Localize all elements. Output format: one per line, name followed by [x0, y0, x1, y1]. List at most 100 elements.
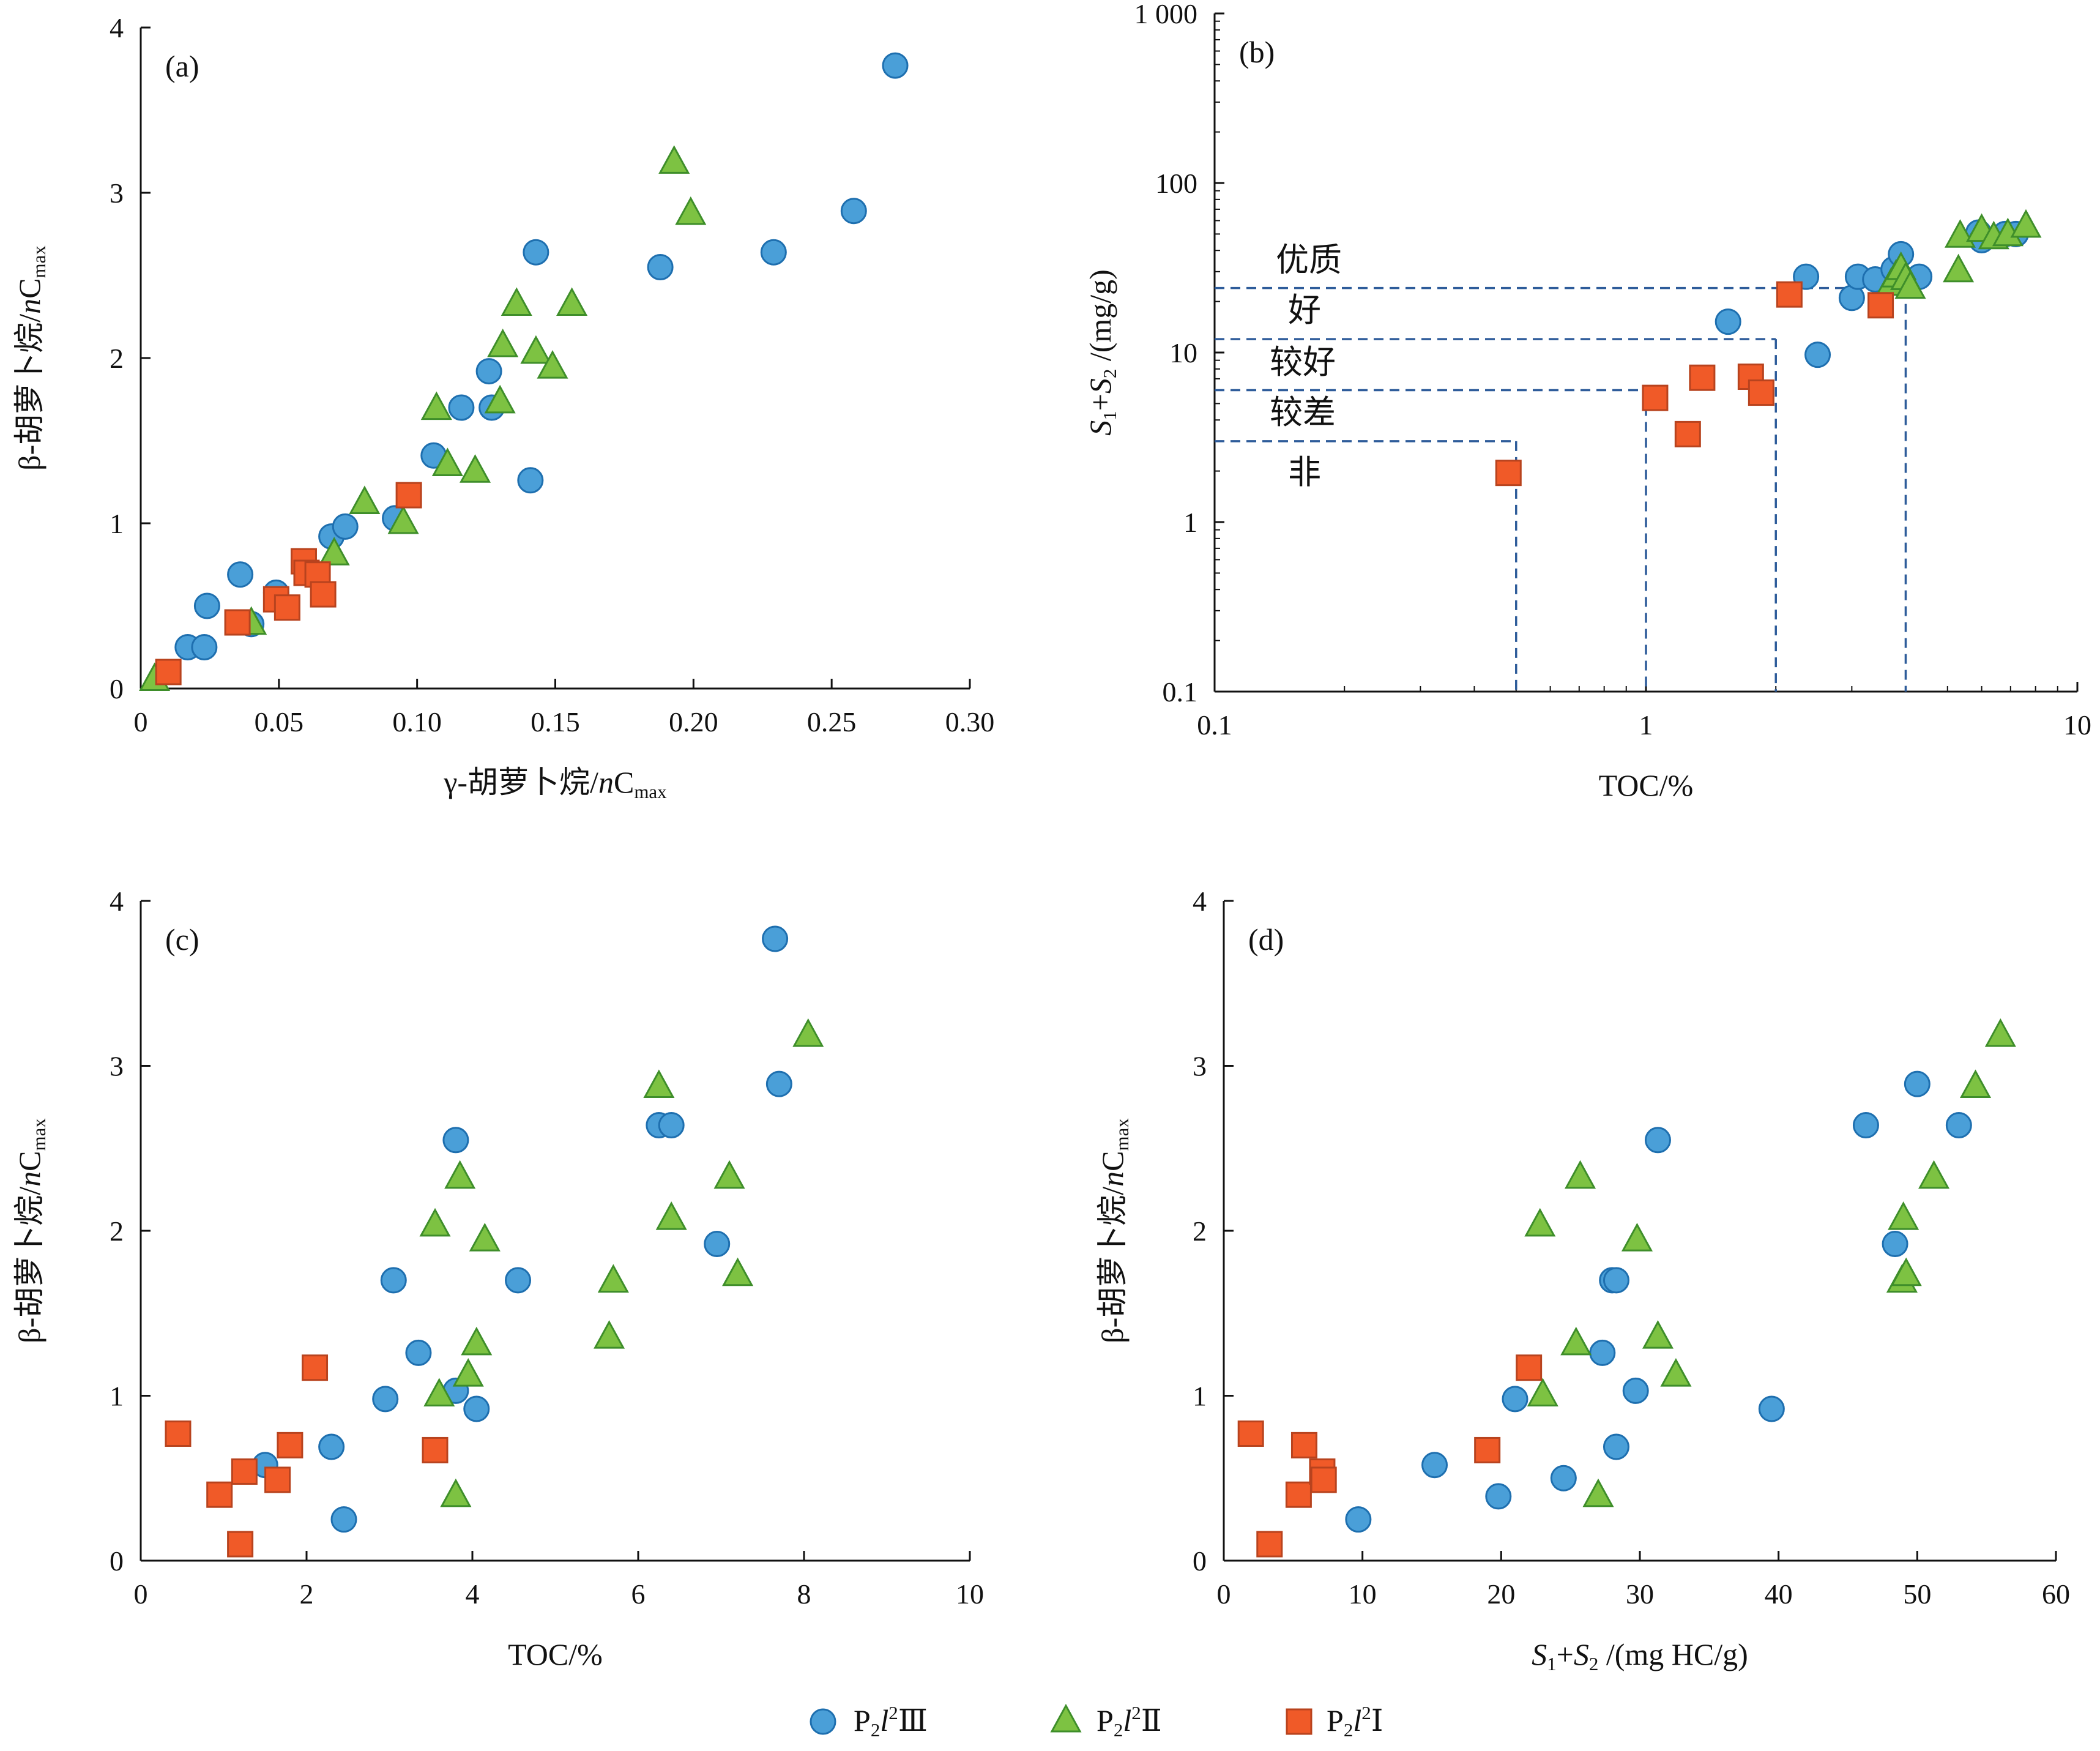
y-tick-label: 2	[110, 343, 124, 374]
point-p2l2-iii	[318, 1433, 345, 1460]
legend-label-ii: P2l2Ⅱ	[1097, 1702, 1162, 1741]
x-axis-label: TOC/%	[1599, 768, 1694, 802]
y-axis-label: β-胡萝卜烷/nCmax	[1095, 1118, 1133, 1343]
point-p2l2-i	[1237, 1420, 1264, 1447]
point-p2l2-ii	[792, 1018, 824, 1047]
point-p2l2-i	[1256, 1531, 1283, 1558]
point-p2l2-i	[1748, 379, 1774, 406]
point-p2l2-ii	[1560, 1326, 1592, 1356]
point-p2l2-iii	[517, 467, 544, 494]
point-p2l2-iii	[1904, 1070, 1931, 1097]
point-p2l2-i	[395, 482, 422, 509]
point-p2l2-i	[264, 1466, 291, 1493]
x-tick-label: 10	[956, 1578, 984, 1610]
point-p2l2-ii	[556, 287, 588, 316]
point-p2l2-iii	[332, 513, 359, 540]
point-p2l2-ii	[1984, 1018, 2016, 1047]
point-p2l2-iii	[658, 1112, 685, 1139]
point-p2l2-ii	[2010, 209, 2042, 238]
x-tick-label: 10	[2063, 709, 2091, 741]
point-p2l2-iii	[1882, 1231, 1908, 1258]
point-p2l2-iii	[760, 239, 787, 266]
point-p2l2-ii	[1888, 1201, 1919, 1230]
point-p2l2-iii	[1603, 1267, 1629, 1294]
x-tick-label: 0	[134, 1578, 148, 1610]
point-p2l2-ii	[1890, 1257, 1922, 1286]
x-tick-label: 10	[1349, 1578, 1377, 1610]
point-p2l2-i	[1776, 281, 1803, 308]
point-p2l2-ii	[1527, 1378, 1558, 1406]
x-tick-label: 2	[300, 1578, 314, 1610]
point-p2l2-iii	[442, 1127, 469, 1154]
y-tick-label: 3	[110, 177, 124, 209]
point-p2l2-iii	[1644, 1127, 1671, 1154]
point-p2l2-ii	[1960, 1069, 1992, 1098]
point-p2l2-ii	[1582, 1478, 1614, 1507]
x-tick-label: 0.15	[531, 706, 580, 737]
point-p2l2-i	[155, 659, 182, 685]
point-p2l2-iii	[1421, 1452, 1448, 1479]
point-p2l2-ii	[520, 335, 552, 364]
point-p2l2-ii	[484, 384, 516, 414]
point-p2l2-iii	[1758, 1395, 1785, 1422]
point-p2l2-i	[1310, 1466, 1337, 1493]
point-p2l2-iii	[762, 925, 789, 952]
point-p2l2-iii	[475, 358, 502, 385]
point-p2l2-ii	[655, 1201, 687, 1230]
point-p2l2-i	[1495, 460, 1522, 487]
point-p2l2-iii	[1852, 1112, 1879, 1139]
point-p2l2-i	[310, 581, 337, 608]
point-p2l2-ii	[658, 145, 690, 174]
point-p2l2-i	[1516, 1354, 1543, 1381]
y-tick-label: 2	[110, 1215, 124, 1247]
point-p2l2-ii	[1943, 253, 1975, 283]
point-p2l2-iii	[1603, 1433, 1629, 1460]
y-tick-label: 0	[110, 673, 124, 704]
point-p2l2-i	[1290, 1432, 1317, 1458]
point-p2l2-i	[277, 1432, 303, 1458]
grade-label: 非	[1288, 454, 1321, 491]
point-p2l2-i	[1642, 384, 1669, 411]
point-p2l2-i	[206, 1481, 233, 1508]
point-p2l2-iii	[463, 1395, 490, 1422]
point-p2l2-ii	[1621, 1223, 1653, 1252]
point-p2l2-ii	[537, 350, 568, 379]
grade-label: 好	[1288, 292, 1321, 329]
point-p2l2-ii	[1918, 1160, 1950, 1189]
point-p2l2-iii	[1715, 308, 1741, 335]
point-p2l2-ii	[643, 1069, 675, 1098]
point-p2l2-i	[1867, 292, 1894, 319]
point-p2l2-ii	[440, 1478, 472, 1507]
point-p2l2-ii	[1642, 1320, 1674, 1349]
point-p2l2-i	[1474, 1436, 1501, 1463]
point-p2l2-i	[422, 1436, 449, 1463]
y-axis-label: β-胡萝卜烷/nCmax	[12, 245, 50, 471]
legend-marker-i	[1286, 1708, 1312, 1735]
point-p2l2-i	[1674, 420, 1701, 447]
point-p2l2-ii	[594, 1320, 625, 1349]
point-p2l2-iii	[765, 1070, 792, 1097]
y-tick-label: 4	[110, 886, 124, 917]
y-tick-label: 4	[1193, 886, 1207, 917]
point-p2l2-iii	[193, 592, 220, 619]
point-p2l2-ii	[431, 447, 463, 476]
point-p2l2-iii	[330, 1506, 357, 1533]
y-tick-label: 10	[1169, 337, 1197, 368]
x-axis-label: S1+S2 /(mg HC/g)	[1532, 1637, 1748, 1674]
point-p2l2-ii	[469, 1223, 501, 1252]
x-tick-label: 1	[1639, 709, 1653, 741]
x-tick-label: 40	[1765, 1578, 1793, 1610]
legend-marker-ii	[1050, 1703, 1082, 1733]
point-p2l2-iii	[647, 254, 674, 280]
panel-label: (c)	[165, 922, 199, 957]
point-p2l2-ii	[1660, 1357, 1692, 1387]
point-p2l2-iii	[1622, 1377, 1649, 1404]
y-tick-label: 3	[110, 1051, 124, 1082]
x-tick-label: 0.20	[669, 706, 718, 737]
point-p2l2-iii	[405, 1339, 432, 1366]
point-p2l2-ii	[318, 537, 350, 566]
point-p2l2-iii	[1945, 1112, 1972, 1139]
point-p2l2-ii	[1894, 270, 1926, 299]
point-p2l2-iii	[523, 239, 549, 266]
point-p2l2-ii	[675, 196, 707, 225]
